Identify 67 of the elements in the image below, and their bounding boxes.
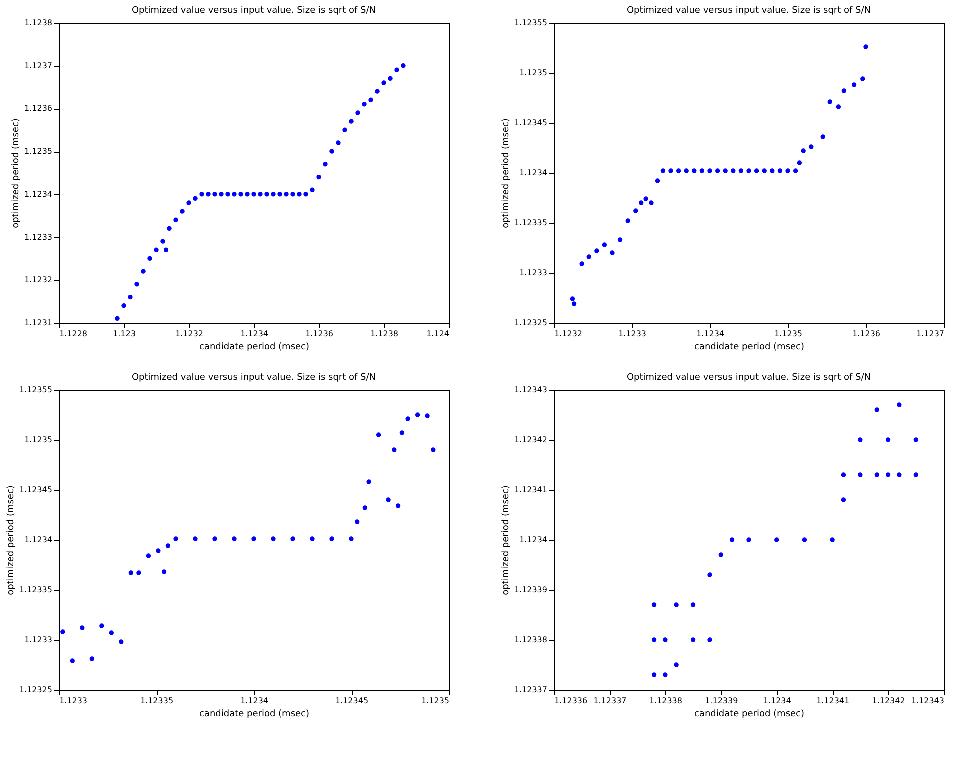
y-tick-label: 1.1233 xyxy=(24,232,52,242)
x-tick-label: 1.1234 xyxy=(240,696,268,706)
x-tick-label: 1.12345 xyxy=(335,696,369,706)
x-tick-label: 1.12336 xyxy=(554,696,588,706)
x-tick-label: 1.1235 xyxy=(774,330,802,338)
x-tick-label: 1.1232 xyxy=(554,330,582,338)
x-axis-title: candidate period (msec) xyxy=(199,710,310,720)
x-tick-label: 1.12335 xyxy=(140,696,174,706)
x-tick-label: 1.124 xyxy=(426,330,450,338)
y-tick-label: 1.12343 xyxy=(514,386,548,394)
y-tick-label: 1.1234 xyxy=(520,168,548,178)
y-tick-label: 1.12337 xyxy=(514,686,548,694)
x-tick-label: 1.12341 xyxy=(816,696,850,706)
y-tick-label: 1.12325 xyxy=(19,686,52,694)
chart-title: Optimized value versus input value. Size is sqrt of S/N xyxy=(626,6,872,16)
y-tick-label: 1.12345 xyxy=(514,118,548,128)
y-tick-label: 1.1235 xyxy=(24,147,52,156)
y-tick-label: 1.1235 xyxy=(24,436,52,444)
y-tick-label: 1.1236 xyxy=(24,104,52,114)
y-tick-label: 1.1234 xyxy=(24,536,52,544)
y-tick-label: 1.1237 xyxy=(24,61,52,70)
y-axis-title: optimized period (msec) xyxy=(501,486,512,596)
y-axis-title: optimized period (msec) xyxy=(12,118,22,228)
y-tick-label: 1.1232 xyxy=(24,276,52,285)
x-tick-label: 1.1234 xyxy=(763,696,792,706)
x-axis-title: candidate period (msec) xyxy=(199,342,310,352)
x-tick-label: 1.12338 xyxy=(649,696,682,706)
y-tick-label: 1.12335 xyxy=(19,586,52,594)
y-tick-label: 1.1234 xyxy=(24,190,52,199)
x-tick-label: 1.12337 xyxy=(594,696,627,706)
y-axis-title: optimized period (msec) xyxy=(501,118,512,228)
x-tick-label: 1.12339 xyxy=(705,696,738,706)
x-tick-label: 1.1232 xyxy=(176,330,204,338)
chart-title: Optimized value versus input value. Size is sqrt of S/N xyxy=(132,6,376,16)
x-tick-label: 1.1238 xyxy=(370,330,398,338)
y-tick-label: 1.12342 xyxy=(514,436,548,444)
y-tick-label: 1.1233 xyxy=(24,636,52,644)
y-tick-label: 1.1238 xyxy=(24,18,52,28)
y-tick-label: 1.12355 xyxy=(19,386,52,394)
x-axis-title: candidate period (msec) xyxy=(694,710,805,720)
y-tick-label: 1.12355 xyxy=(514,18,548,28)
x-tick-label: 1.1237 xyxy=(916,330,944,338)
y-tick-label: 1.12338 xyxy=(514,636,548,644)
y-tick-label: 1.1231 xyxy=(24,318,52,328)
y-tick-label: 1.1235 xyxy=(520,68,548,78)
x-tick-label: 1.1233 xyxy=(618,330,646,338)
x-tick-label: 1.1236 xyxy=(852,330,880,338)
x-tick-label: 1.1233 xyxy=(60,696,88,706)
y-tick-label: 1.1233 xyxy=(520,268,548,278)
x-tick-label: 1.1234 xyxy=(696,330,724,338)
y-tick-label: 1.12339 xyxy=(514,586,548,594)
y-axis-title: optimized period (msec) xyxy=(6,486,16,596)
chart-title: Optimized value versus input value. Size is sqrt of S/N xyxy=(626,373,872,383)
y-tick-label: 1.12325 xyxy=(514,318,548,328)
x-tick-label: 1.123 xyxy=(113,330,136,338)
x-tick-label: 1.1228 xyxy=(60,330,88,338)
x-tick-label: 1.12342 xyxy=(872,696,906,706)
x-tick-label: 1.1235 xyxy=(422,696,450,706)
x-axis-title: candidate period (msec) xyxy=(694,342,805,352)
x-tick-label: 1.1236 xyxy=(306,330,334,338)
chart-title: Optimized value versus input value. Size is sqrt of S/N xyxy=(132,373,376,383)
y-tick-label: 1.12341 xyxy=(514,486,548,494)
y-tick-label: 1.12335 xyxy=(514,218,548,228)
y-tick-label: 1.1234 xyxy=(520,536,548,544)
x-tick-label: 1.1234 xyxy=(240,330,268,338)
x-tick-label: 1.12343 xyxy=(911,696,944,706)
y-tick-label: 1.12345 xyxy=(19,486,52,494)
